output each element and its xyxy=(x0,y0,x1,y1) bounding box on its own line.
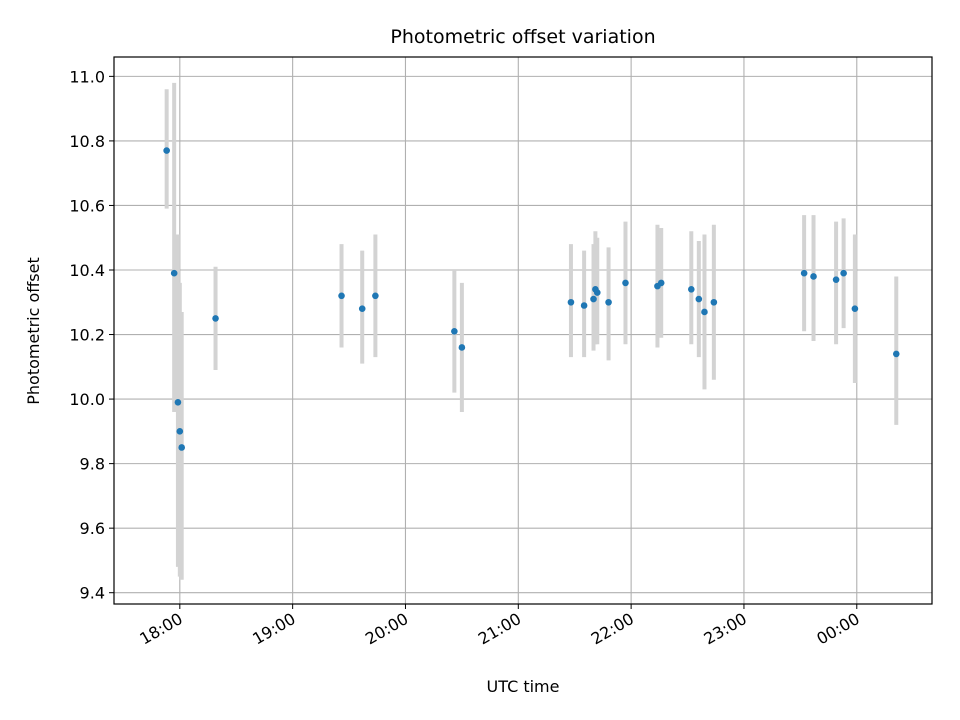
data-point xyxy=(580,302,588,309)
data-point xyxy=(170,269,178,277)
data-point xyxy=(174,399,182,406)
data-point xyxy=(372,292,379,300)
data-point xyxy=(832,276,840,283)
y-tick-label: 10.8 xyxy=(69,132,105,151)
data-point xyxy=(688,286,695,293)
y-tick-label: 10.2 xyxy=(69,326,105,345)
y-tick-label: 10.6 xyxy=(69,196,105,215)
y-tick-label: 10.4 xyxy=(69,261,105,280)
data-point xyxy=(810,273,817,280)
plot-frame xyxy=(113,56,933,605)
data-point xyxy=(178,444,185,451)
data-point xyxy=(338,292,345,300)
data-point xyxy=(163,147,170,154)
data-point xyxy=(451,328,458,335)
y-axis-label: Photometric offset xyxy=(24,257,43,405)
data-point xyxy=(892,350,900,358)
data-point xyxy=(851,305,859,313)
data-point xyxy=(212,315,219,322)
y-axis: 9.4 9.6 9.8 10.0 10.2 10.4 10.6 10.8 11.0 xyxy=(69,67,114,603)
data-point xyxy=(840,269,847,277)
data-point xyxy=(593,289,601,296)
data-point xyxy=(710,298,718,306)
data-point xyxy=(701,308,708,316)
y-tick-label: 9.8 xyxy=(80,455,105,474)
x-axis-label: UTC time xyxy=(487,677,560,696)
grid xyxy=(114,57,932,604)
y-tick-label: 9.4 xyxy=(80,584,105,603)
data-point xyxy=(176,428,184,435)
data-points xyxy=(163,147,900,451)
data-point xyxy=(590,295,597,303)
data-point xyxy=(458,344,466,351)
data-point xyxy=(567,298,575,306)
data-point xyxy=(800,269,808,277)
data-point xyxy=(605,298,612,306)
chart-title: Photometric offset variation xyxy=(390,26,655,48)
data-point xyxy=(657,279,665,287)
y-tick-label: 11.0 xyxy=(69,67,105,86)
data-point xyxy=(358,305,366,313)
y-tick-label: 10.0 xyxy=(69,390,105,409)
data-point xyxy=(695,295,703,303)
y-tick-label: 9.6 xyxy=(80,519,105,538)
data-point xyxy=(622,279,629,287)
